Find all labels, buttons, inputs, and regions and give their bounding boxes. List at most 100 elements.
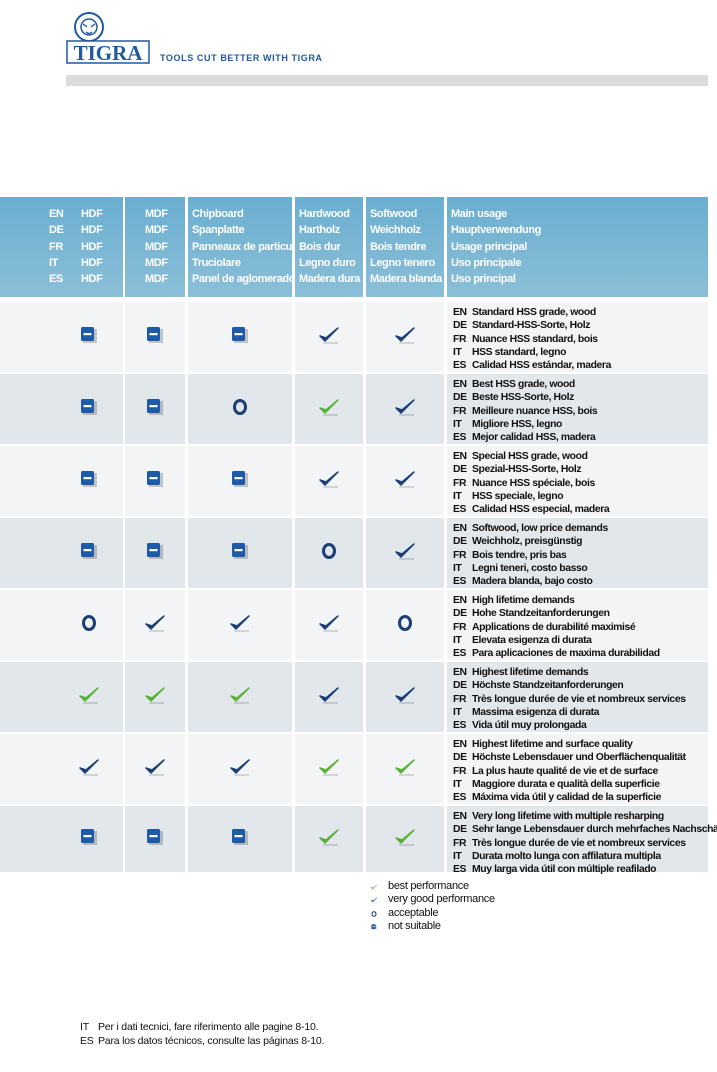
tagline: TOOLS CUT BETTER WITH TIGRA bbox=[160, 53, 323, 63]
rating-acc-icon bbox=[79, 613, 99, 638]
rating-cell bbox=[366, 374, 444, 444]
rating-best-icon bbox=[394, 827, 416, 852]
rating-best-icon bbox=[78, 685, 100, 710]
rating-cell bbox=[125, 446, 185, 516]
header-softwood: Softwood Weichholz Bois tendre Legno tenero… bbox=[366, 197, 444, 297]
rating-not-icon bbox=[144, 468, 166, 495]
rating-cell bbox=[125, 806, 185, 872]
rating-cell bbox=[188, 590, 292, 660]
rating-cell bbox=[295, 518, 363, 588]
legend-best-icon bbox=[370, 883, 378, 890]
rating-very-icon bbox=[78, 757, 100, 782]
header-hdf: EN HDF DE HDF FR HDF IT HDF ES HDF bbox=[0, 197, 123, 297]
usage-cell: EN Softwood, low price demands DE Weichholz… bbox=[447, 518, 708, 588]
rating-cell bbox=[0, 734, 123, 804]
rating-very-icon bbox=[144, 613, 166, 638]
rating-cell bbox=[0, 446, 123, 516]
footer-note-it: IT Per i dati tecnici, fare riferimento a… bbox=[80, 1021, 319, 1033]
rating-cell bbox=[295, 374, 363, 444]
rating-cell bbox=[188, 374, 292, 444]
rating-cell bbox=[188, 518, 292, 588]
rating-very-icon bbox=[394, 397, 416, 422]
legend-not-icon bbox=[370, 923, 377, 930]
rating-cell bbox=[188, 446, 292, 516]
rating-not-icon bbox=[144, 540, 166, 567]
rating-cell bbox=[295, 806, 363, 872]
usage-cell: EN Standard HSS grade, wood DE Standard-HSS… bbox=[447, 302, 708, 372]
rating-cell bbox=[125, 662, 185, 732]
rating-cell bbox=[125, 590, 185, 660]
rating-best-icon bbox=[318, 827, 340, 852]
rating-cell bbox=[0, 302, 123, 372]
rating-very-icon bbox=[394, 469, 416, 494]
rating-very-icon bbox=[394, 541, 416, 566]
rating-cell bbox=[125, 518, 185, 588]
rating-cell bbox=[295, 446, 363, 516]
usage-cell: EN Special HSS grade, wood DE Spezial-HSS-S… bbox=[447, 446, 708, 516]
rating-not-icon bbox=[78, 324, 100, 351]
rating-cell bbox=[366, 734, 444, 804]
usage-cell: EN Very long lifetime with multiple resha… bbox=[447, 806, 717, 875]
rating-very-icon bbox=[318, 685, 340, 710]
rating-not-icon bbox=[78, 468, 100, 495]
rating-very-icon bbox=[394, 685, 416, 710]
rating-cell bbox=[366, 518, 444, 588]
rating-very-icon bbox=[318, 469, 340, 494]
rating-cell bbox=[366, 662, 444, 732]
rating-very-icon bbox=[318, 325, 340, 350]
svg-text:TIGRA: TIGRA bbox=[74, 41, 144, 65]
rating-very-icon bbox=[144, 757, 166, 782]
legend: best performance very good performance acc… bbox=[368, 880, 495, 934]
rating-cell bbox=[0, 662, 123, 732]
rating-cell bbox=[366, 806, 444, 872]
rating-best-icon bbox=[394, 757, 416, 782]
rating-cell bbox=[125, 374, 185, 444]
tigra-logo: TIGRA bbox=[66, 12, 150, 65]
rating-best-icon bbox=[144, 685, 166, 710]
rating-very-icon bbox=[229, 757, 251, 782]
legend-acc-icon bbox=[370, 910, 377, 917]
header-mdf: MDF MDF MDF MDF MDF bbox=[125, 197, 185, 297]
rating-acc-icon bbox=[230, 397, 250, 422]
rating-not-icon bbox=[144, 396, 166, 423]
rating-best-icon bbox=[229, 685, 251, 710]
footer-notes: IT Per i dati tecnici, fare riferimento a… bbox=[80, 1021, 324, 1048]
legend-very-icon bbox=[370, 897, 378, 904]
rating-not-icon bbox=[144, 826, 166, 853]
rating-cell bbox=[188, 302, 292, 372]
rating-cell bbox=[366, 302, 444, 372]
header-chipboard: Chipboard Spanplatte Panneaux de particule… bbox=[188, 197, 301, 297]
header-usage: Main usage Hauptverwendung Usage principal… bbox=[447, 197, 708, 297]
rating-cell bbox=[0, 374, 123, 444]
header-divider bbox=[66, 75, 708, 86]
rating-best-icon bbox=[318, 757, 340, 782]
header-hardwood: Hardwood Hartholz Bois dur Legno duro Madera… bbox=[295, 197, 363, 297]
rating-cell bbox=[125, 734, 185, 804]
rating-cell bbox=[366, 590, 444, 660]
rating-not-icon bbox=[229, 324, 251, 351]
rating-cell bbox=[0, 590, 123, 660]
rating-not-icon bbox=[229, 468, 251, 495]
legend-item-acc: acceptable bbox=[368, 907, 495, 920]
usage-cell: EN Best HSS grade, wood DE Beste HSS-Sorte,… bbox=[447, 374, 708, 444]
rating-acc-icon bbox=[319, 541, 339, 566]
rating-not-icon bbox=[229, 540, 251, 567]
rating-cell bbox=[0, 806, 123, 872]
legend-item-not: not suitable bbox=[368, 920, 495, 933]
usage-cell: EN Highest lifetime and surface quality DE… bbox=[447, 734, 708, 804]
legend-item-best: best performance bbox=[368, 880, 495, 893]
rating-cell bbox=[295, 734, 363, 804]
footer-note-es: ES Para los datos técnicos, consulte las … bbox=[80, 1034, 325, 1047]
rating-not-icon bbox=[229, 826, 251, 853]
rating-very-icon bbox=[318, 613, 340, 638]
legend-item-very: very good performance bbox=[368, 893, 495, 906]
rating-very-icon bbox=[229, 613, 251, 638]
rating-cell bbox=[188, 662, 292, 732]
rating-cell bbox=[0, 518, 123, 588]
rating-cell bbox=[295, 590, 363, 660]
rating-cell bbox=[295, 302, 363, 372]
rating-not-icon bbox=[78, 826, 100, 853]
rating-not-icon bbox=[78, 396, 100, 423]
rating-cell bbox=[188, 806, 292, 872]
rating-cell bbox=[125, 302, 185, 372]
